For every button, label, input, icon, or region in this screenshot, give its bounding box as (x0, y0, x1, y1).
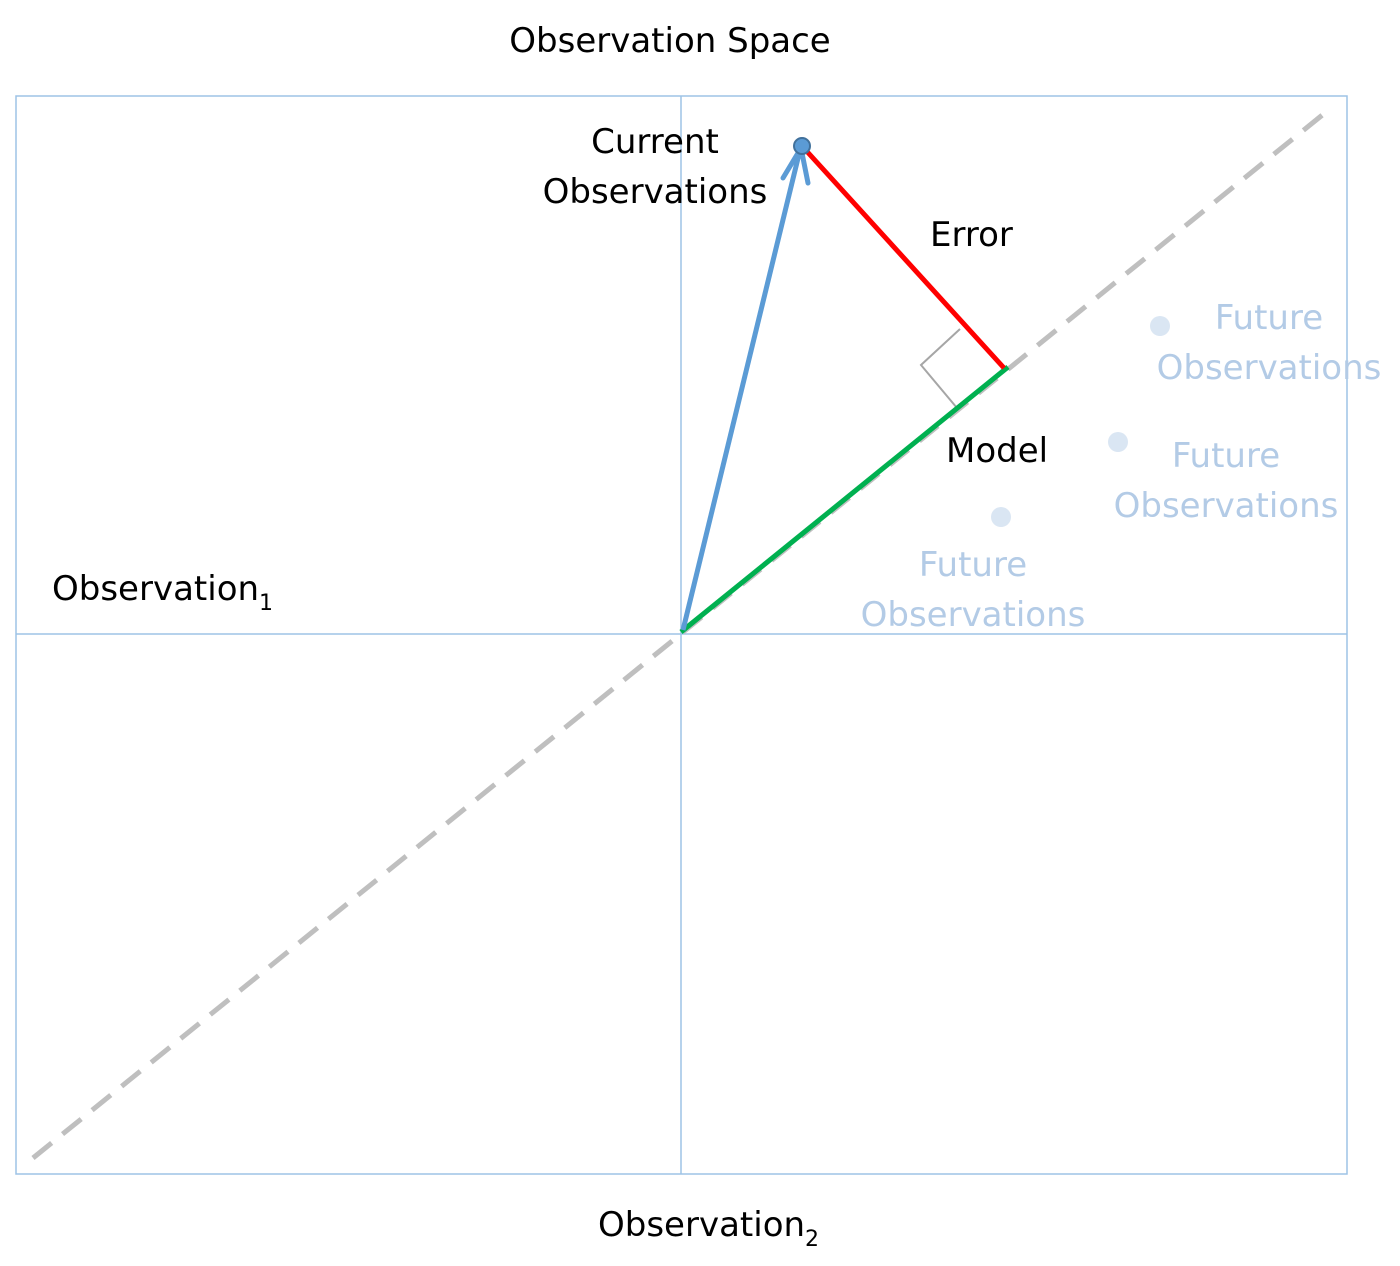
current-observation-vector (680, 149, 803, 631)
future-observations-label: Future Observations (1112, 431, 1340, 531)
future-label-line2: Observations (1113, 486, 1339, 526)
model-line (31, 106, 1333, 1160)
future-observations-label: Future Observations (1155, 293, 1383, 393)
future-label-line1: Future (1214, 298, 1324, 338)
right-angle-marker (919, 328, 961, 409)
future-label-line1: Future (918, 545, 1028, 585)
future-observation-point (1108, 432, 1128, 452)
future-observation-point (1150, 316, 1170, 336)
observation1-axis-label: Observation1 (52, 564, 274, 616)
observation2-subscript: 2 (805, 1227, 820, 1252)
diagram-title: Observation Space (509, 21, 831, 61)
current-observations-label: Current Observations (530, 117, 780, 217)
observation2-axis-label: Observation2 (598, 1200, 820, 1252)
future-label-line2: Observations (860, 595, 1086, 635)
error-vector (800, 144, 1006, 370)
error-label: Error (930, 215, 1013, 255)
observation2-label-text: Observation (598, 1205, 806, 1245)
future-observation-point (991, 507, 1011, 527)
observation1-subscript: 1 (259, 591, 274, 616)
future-label-line1: Future (1171, 436, 1281, 476)
model-vector (679, 365, 1010, 634)
future-observations-label: Future Observations (859, 540, 1087, 640)
model-label: Model (946, 431, 1049, 471)
observation1-label-text: Observation (52, 569, 260, 609)
future-label-line2: Observations (1156, 348, 1382, 388)
current-observation-point (793, 137, 811, 155)
current-label-line2: Observations (542, 172, 768, 212)
current-label-line1: Current (591, 122, 719, 162)
